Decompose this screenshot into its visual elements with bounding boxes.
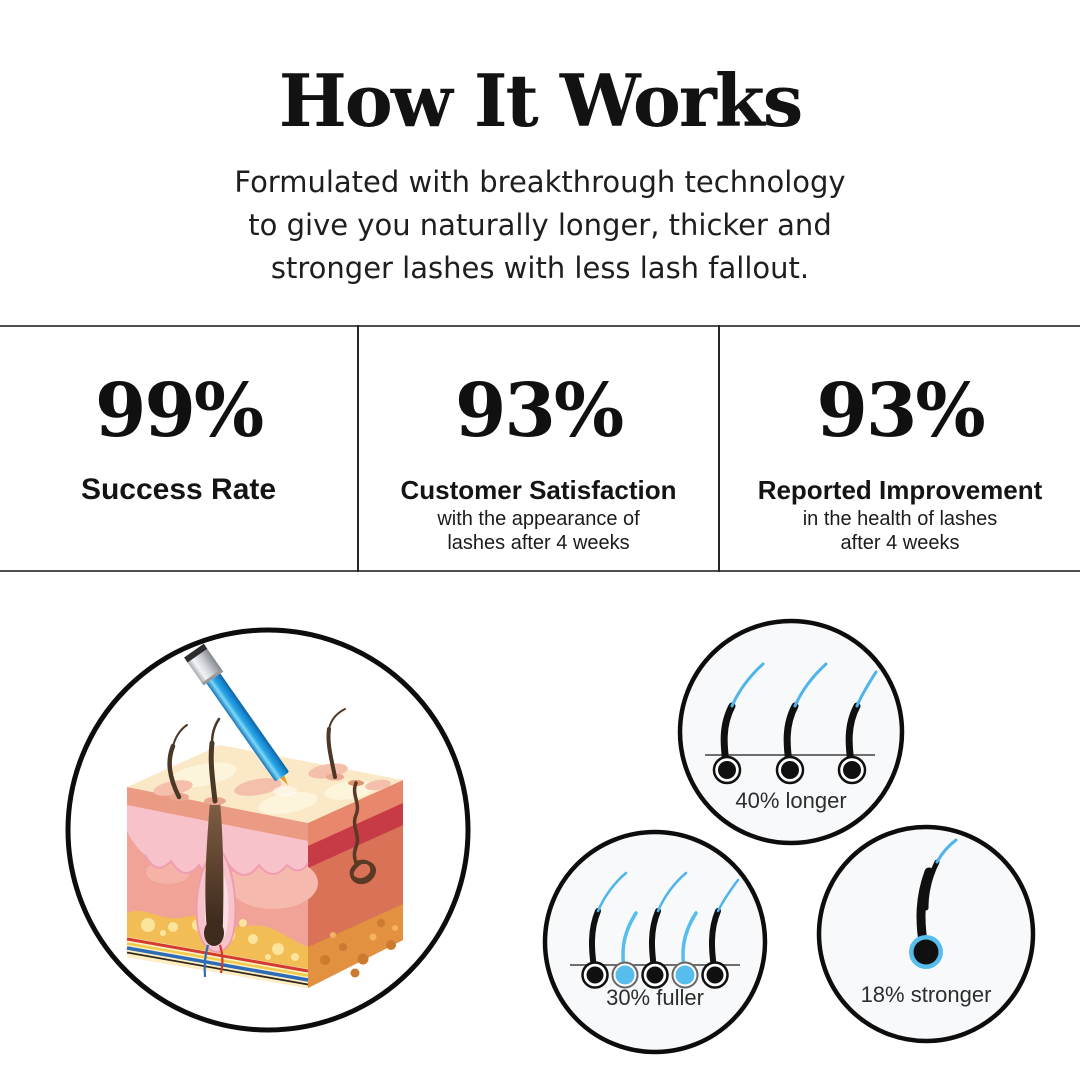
result-label: 30% fuller: [606, 985, 704, 1010]
stat-success-rate: 99% Success Rate: [0, 325, 357, 572]
result-40-longer: 40% longer: [677, 618, 905, 846]
subtitle-line: Formulated with breakthrough technology: [234, 165, 846, 199]
stat-sublabel: with the appearance of lashes after 4 we…: [437, 508, 640, 554]
subtitle-line: stronger lashes with less lash fallout.: [270, 251, 810, 285]
stats-top-rule: [0, 325, 1080, 327]
result-30-fuller: 30% fuller: [542, 829, 768, 1055]
result-label: 18% stronger: [860, 982, 992, 1007]
serum-applicator-icon: [184, 643, 289, 785]
skin-cross-section-illustration: [63, 625, 473, 1035]
result-18-stronger: 18% stronger: [816, 824, 1036, 1044]
lashes-longer-icon: [677, 618, 905, 846]
stat-label: Reported Improvement: [757, 475, 1043, 505]
stat-sublabel: in the health of lashes after 4 weeks: [802, 508, 998, 554]
stat-value: 99%: [94, 368, 264, 454]
subtitle: Formulated with breakthrough technology …: [0, 161, 1080, 290]
stats-divider-right: [718, 325, 720, 572]
stat-value: 93%: [816, 368, 985, 454]
subtitle-line: to give you naturally longer, thicker an…: [248, 208, 832, 242]
stat-customer-satisfaction: 93% Customer Satisfaction with the appea…: [359, 325, 718, 572]
lash-stronger-icon: [816, 824, 1036, 1044]
page-title: How It Works: [278, 58, 803, 143]
skin-cross-section-icon: [65, 627, 471, 1033]
stat-label: Success Rate: [80, 473, 277, 506]
stats-bottom-rule: [0, 570, 1080, 572]
stat-value: 93%: [454, 368, 624, 454]
stats-divider-left: [357, 325, 359, 572]
result-label: 40% longer: [735, 788, 847, 813]
stat-label: Customer Satisfaction: [400, 475, 677, 505]
stat-reported-improvement: 93% Reported Improvement in the health o…: [720, 325, 1080, 572]
lashes-fuller-icon: [542, 829, 768, 1055]
